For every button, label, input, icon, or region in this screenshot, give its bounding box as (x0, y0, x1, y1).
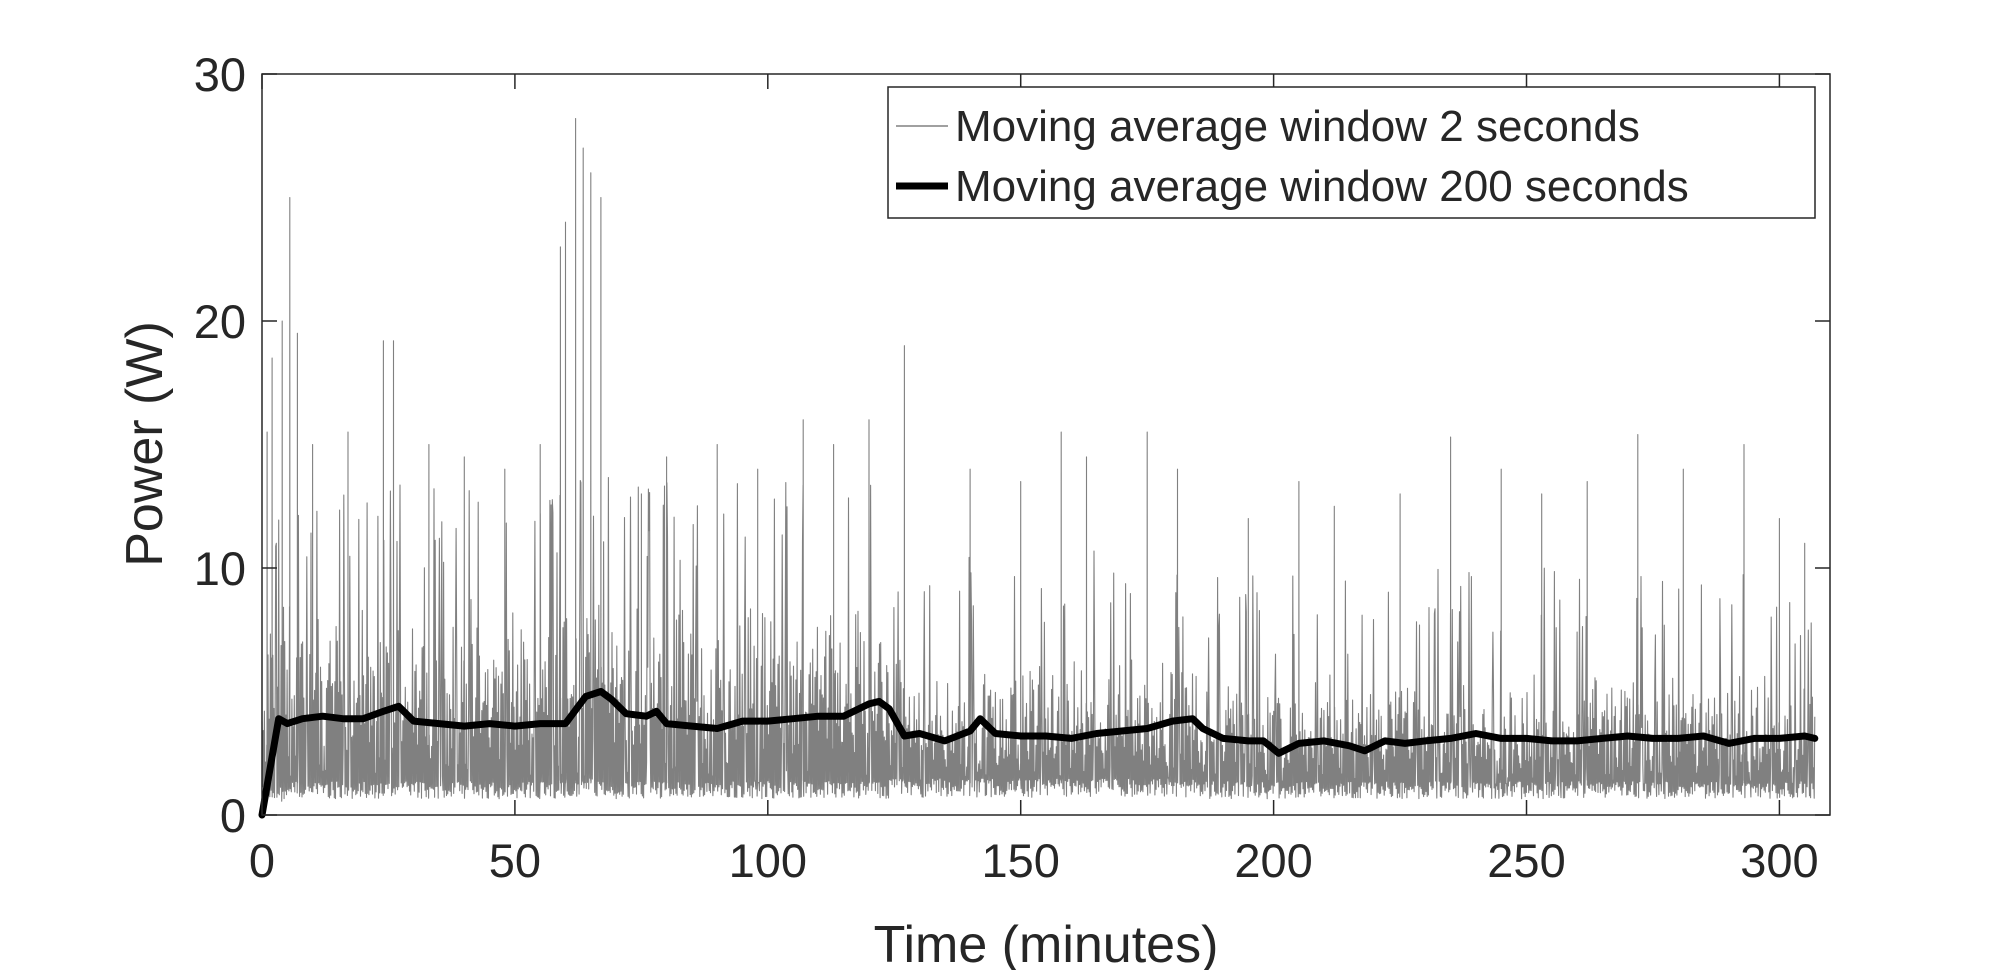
x-tick-label: 0 (249, 834, 275, 887)
series-200s-line (258, 688, 1819, 819)
series-200s-moving-average (258, 688, 1819, 819)
x-tick-label: 200 (1234, 834, 1312, 887)
legend-box (887, 86, 1816, 219)
y-tick-label: 30 (194, 48, 246, 101)
x-axis-label: Time (minutes) (874, 916, 1219, 970)
x-tick-label: 50 (489, 834, 541, 887)
x-tick-label: 250 (1487, 834, 1565, 887)
y-axis-label: Power (W) (116, 321, 174, 567)
legend-label-2s: Moving average window 2 seconds (955, 102, 1640, 151)
legend-label-200s: Moving average window 200 seconds (955, 162, 1689, 211)
y-tick-label: 10 (194, 542, 246, 595)
y-tick-label: 20 (194, 295, 246, 348)
y-axis-tick-labels: 0 10 20 30 (194, 48, 246, 842)
legend: Moving average window 2 seconds Moving a… (887, 86, 1816, 219)
axis-ticks (261, 73, 1830, 816)
y-tick-label: 0 (220, 789, 246, 842)
x-tick-label: 100 (729, 834, 807, 887)
x-tick-label: 150 (981, 834, 1059, 887)
x-axis-tick-labels: 0 50 100 150 200 250 300 (249, 834, 1819, 887)
x-tick-label: 300 (1740, 834, 1818, 887)
plot-frame (261, 73, 1831, 816)
